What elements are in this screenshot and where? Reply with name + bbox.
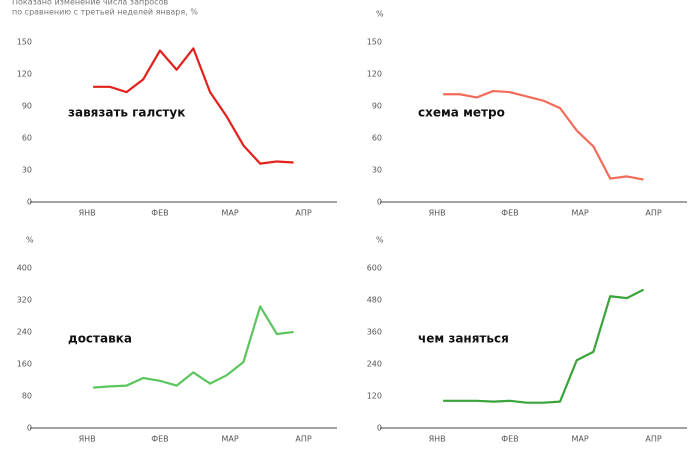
- x-tick-label: ЯНВ: [429, 435, 446, 444]
- y-tick-label: 240: [367, 360, 382, 369]
- y-tick-label: 90: [372, 102, 382, 111]
- y-tick-label: 150: [367, 38, 382, 47]
- x-tick-label: ЯНВ: [429, 209, 446, 218]
- y-tick-label: 0: [27, 424, 32, 433]
- x-tick-label: МАР: [221, 435, 238, 444]
- y-tick-label: 90: [22, 102, 32, 111]
- y-tick-label: 30: [372, 166, 382, 175]
- x-tick-label: АПР: [295, 435, 311, 444]
- x-tick-label: ЯНВ: [79, 435, 96, 444]
- y-tick-label: 120: [367, 392, 382, 401]
- y-tick-label: 120: [17, 70, 32, 79]
- series-label: завязать галстук: [68, 106, 185, 120]
- y-tick-label: 60: [22, 134, 32, 143]
- line: [93, 305, 294, 389]
- y-tick-label: 0: [377, 198, 382, 207]
- subtitle: по сравнению с третьей неделей января, %: [12, 8, 198, 17]
- y-tick-label: 240: [17, 328, 32, 337]
- y-tick-label: 400: [17, 264, 32, 273]
- x-tick-label: МАР: [571, 209, 588, 218]
- y-tick-label: 360: [367, 328, 382, 337]
- series-label: схема метро: [418, 106, 505, 120]
- y-tick-label: 160: [17, 360, 32, 369]
- y-tick-label: 30: [22, 166, 32, 175]
- x-tick-label: ФЕВ: [151, 209, 168, 218]
- x-tick-label: МАР: [571, 435, 588, 444]
- x-tick-label: ФЕВ: [151, 435, 168, 444]
- y-tick-label: 320: [17, 296, 32, 305]
- unit-label: %: [376, 10, 384, 19]
- series-label: чем заняться: [418, 332, 509, 346]
- line: [443, 89, 644, 181]
- series-label: доставка: [68, 332, 132, 346]
- y-tick-label: 150: [17, 38, 32, 47]
- y-tick-label: 480: [367, 296, 382, 305]
- line: [443, 288, 645, 404]
- x-tick-label: МАР: [221, 209, 238, 218]
- y-tick-label: 0: [27, 198, 32, 207]
- y-tick-label: 600: [367, 264, 382, 273]
- x-tick-label: ФЕВ: [501, 435, 518, 444]
- x-tick-label: АПР: [645, 209, 661, 218]
- y-tick-label: 0: [377, 424, 382, 433]
- line: [93, 47, 294, 165]
- x-tick-label: АПР: [295, 209, 311, 218]
- unit-label: %: [376, 236, 384, 245]
- unit-label: %: [26, 236, 34, 245]
- x-tick-label: ФЕВ: [501, 209, 518, 218]
- y-tick-label: 60: [372, 134, 382, 143]
- y-tick-label: 80: [22, 392, 32, 401]
- x-tick-label: АПР: [645, 435, 661, 444]
- y-tick-label: 120: [367, 70, 382, 79]
- x-tick-label: ЯНВ: [79, 209, 96, 218]
- subtitle: Показано изменение числа запросов: [12, 0, 168, 7]
